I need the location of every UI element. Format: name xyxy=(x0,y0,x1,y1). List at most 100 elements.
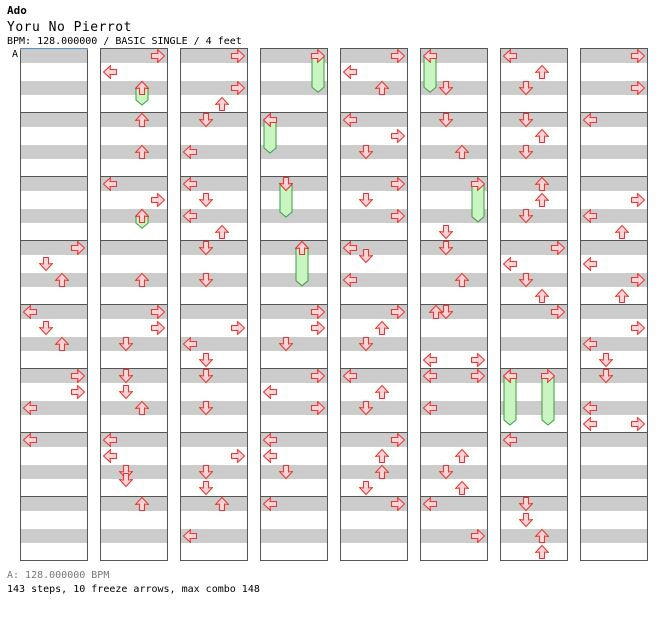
beat-band xyxy=(260,241,328,255)
beat-band xyxy=(420,401,488,415)
arrow-up-icon xyxy=(454,144,470,160)
arrow-right-icon xyxy=(150,192,166,208)
beat-band xyxy=(420,497,488,511)
beat-band xyxy=(500,209,568,223)
arrow-down-icon xyxy=(278,464,294,480)
arrow-left-icon xyxy=(22,400,38,416)
measure-column xyxy=(420,48,488,561)
arrow-left-icon xyxy=(502,256,518,272)
beat-band xyxy=(100,241,168,255)
arrow-right-icon xyxy=(390,208,406,224)
measure-border xyxy=(260,496,328,561)
beat-band xyxy=(420,81,488,95)
measure-border xyxy=(100,496,168,561)
beat-band xyxy=(20,49,88,63)
measure-column xyxy=(580,48,648,561)
beat-band xyxy=(500,49,568,63)
beat-band xyxy=(580,305,648,319)
beat-band xyxy=(100,337,168,351)
beat-band xyxy=(260,273,328,287)
arrow-up-icon xyxy=(134,144,150,160)
arrow-down-icon xyxy=(438,112,454,128)
arrow-right-icon xyxy=(630,416,646,432)
arrow-left-icon xyxy=(422,368,438,384)
arrow-right-icon xyxy=(390,48,406,64)
beat-band xyxy=(500,273,568,287)
beat-band xyxy=(260,369,328,383)
beat-band xyxy=(580,49,648,63)
measure-column xyxy=(340,48,408,561)
arrow-up-icon xyxy=(374,448,390,464)
beat-band xyxy=(100,369,168,383)
arrow-down-icon xyxy=(198,464,214,480)
arrow-up-icon xyxy=(54,336,70,352)
arrow-down-icon xyxy=(358,480,374,496)
beat-band xyxy=(340,465,408,479)
arrow-right-icon xyxy=(70,384,86,400)
arrow-up-icon xyxy=(374,384,390,400)
arrow-left-icon xyxy=(22,304,38,320)
arrow-down-icon xyxy=(438,80,454,96)
arrow-up-icon xyxy=(54,272,70,288)
arrow-down-icon xyxy=(598,368,614,384)
arrow-left-icon xyxy=(182,528,198,544)
beat-band xyxy=(20,369,88,383)
arrow-down-icon xyxy=(38,256,54,272)
beat-band xyxy=(180,433,248,447)
chart-summary: 143 steps, 10 freeze arrows, max combo 1… xyxy=(7,584,260,595)
measure-border xyxy=(180,496,248,561)
arrow-left-icon xyxy=(262,432,278,448)
arrow-up-icon xyxy=(534,288,550,304)
beat-band xyxy=(580,369,648,383)
beat-band xyxy=(340,241,408,255)
beat-band xyxy=(100,305,168,319)
beat-band xyxy=(340,401,408,415)
beat-band xyxy=(20,529,88,543)
arrow-right-icon xyxy=(230,320,246,336)
beat-band xyxy=(100,209,168,223)
beat-band xyxy=(180,401,248,415)
arrow-left-icon xyxy=(422,352,438,368)
song-title: Yoru No Pierrot xyxy=(7,20,132,35)
beat-band xyxy=(20,273,88,287)
arrow-up-icon xyxy=(454,448,470,464)
arrow-right-icon xyxy=(630,272,646,288)
beat-band xyxy=(580,145,648,159)
beat-band xyxy=(100,433,168,447)
beat-band xyxy=(180,241,248,255)
arrow-left-icon xyxy=(582,400,598,416)
arrow-right-icon xyxy=(390,176,406,192)
beat-band xyxy=(340,369,408,383)
beat-band xyxy=(180,49,248,63)
beat-band xyxy=(580,465,648,479)
arrow-left-icon xyxy=(502,48,518,64)
arrow-left-icon xyxy=(342,272,358,288)
beat-band xyxy=(180,497,248,511)
arrow-left-icon xyxy=(262,448,278,464)
beat-band xyxy=(20,337,88,351)
beat-band xyxy=(580,433,648,447)
arrow-left-icon xyxy=(502,368,518,384)
arrow-right-icon xyxy=(150,320,166,336)
beat-band xyxy=(500,465,568,479)
arrow-up-icon xyxy=(614,224,630,240)
beat-band xyxy=(500,81,568,95)
arrow-down-icon xyxy=(598,352,614,368)
artist-name: Ado xyxy=(7,4,27,17)
beat-band xyxy=(580,337,648,351)
measure-border xyxy=(420,496,488,561)
beat-band xyxy=(260,177,328,191)
chart-meta: BPM: 128.000000 / BASIC SINGLE / 4 feet xyxy=(7,36,242,47)
beat-band xyxy=(180,273,248,287)
beat-band xyxy=(340,81,408,95)
arrow-down-icon xyxy=(358,400,374,416)
beat-band xyxy=(260,305,328,319)
arrow-left-icon xyxy=(22,432,38,448)
beat-band xyxy=(500,241,568,255)
arrow-down-icon xyxy=(278,336,294,352)
arrow-up-icon xyxy=(374,464,390,480)
arrow-down-icon xyxy=(518,272,534,288)
arrow-left-icon xyxy=(262,496,278,512)
arrow-down-icon xyxy=(438,464,454,480)
measure-border xyxy=(20,496,88,561)
